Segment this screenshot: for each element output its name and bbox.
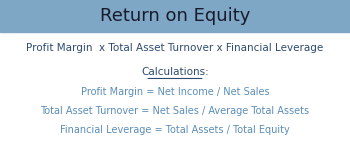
- Text: Total Asset Turnover = Net Sales / Average Total Assets: Total Asset Turnover = Net Sales / Avera…: [41, 106, 309, 116]
- Text: Calculations:: Calculations:: [141, 67, 209, 77]
- Text: Return on Equity: Return on Equity: [100, 7, 250, 25]
- Text: Profit Margin  x Total Asset Turnover x Financial Leverage: Profit Margin x Total Asset Turnover x F…: [26, 42, 324, 53]
- FancyBboxPatch shape: [0, 0, 350, 32]
- Text: Profit Margin = Net Income / Net Sales: Profit Margin = Net Income / Net Sales: [81, 87, 269, 97]
- Text: Financial Leverage = Total Assets / Total Equity: Financial Leverage = Total Assets / Tota…: [60, 125, 290, 135]
